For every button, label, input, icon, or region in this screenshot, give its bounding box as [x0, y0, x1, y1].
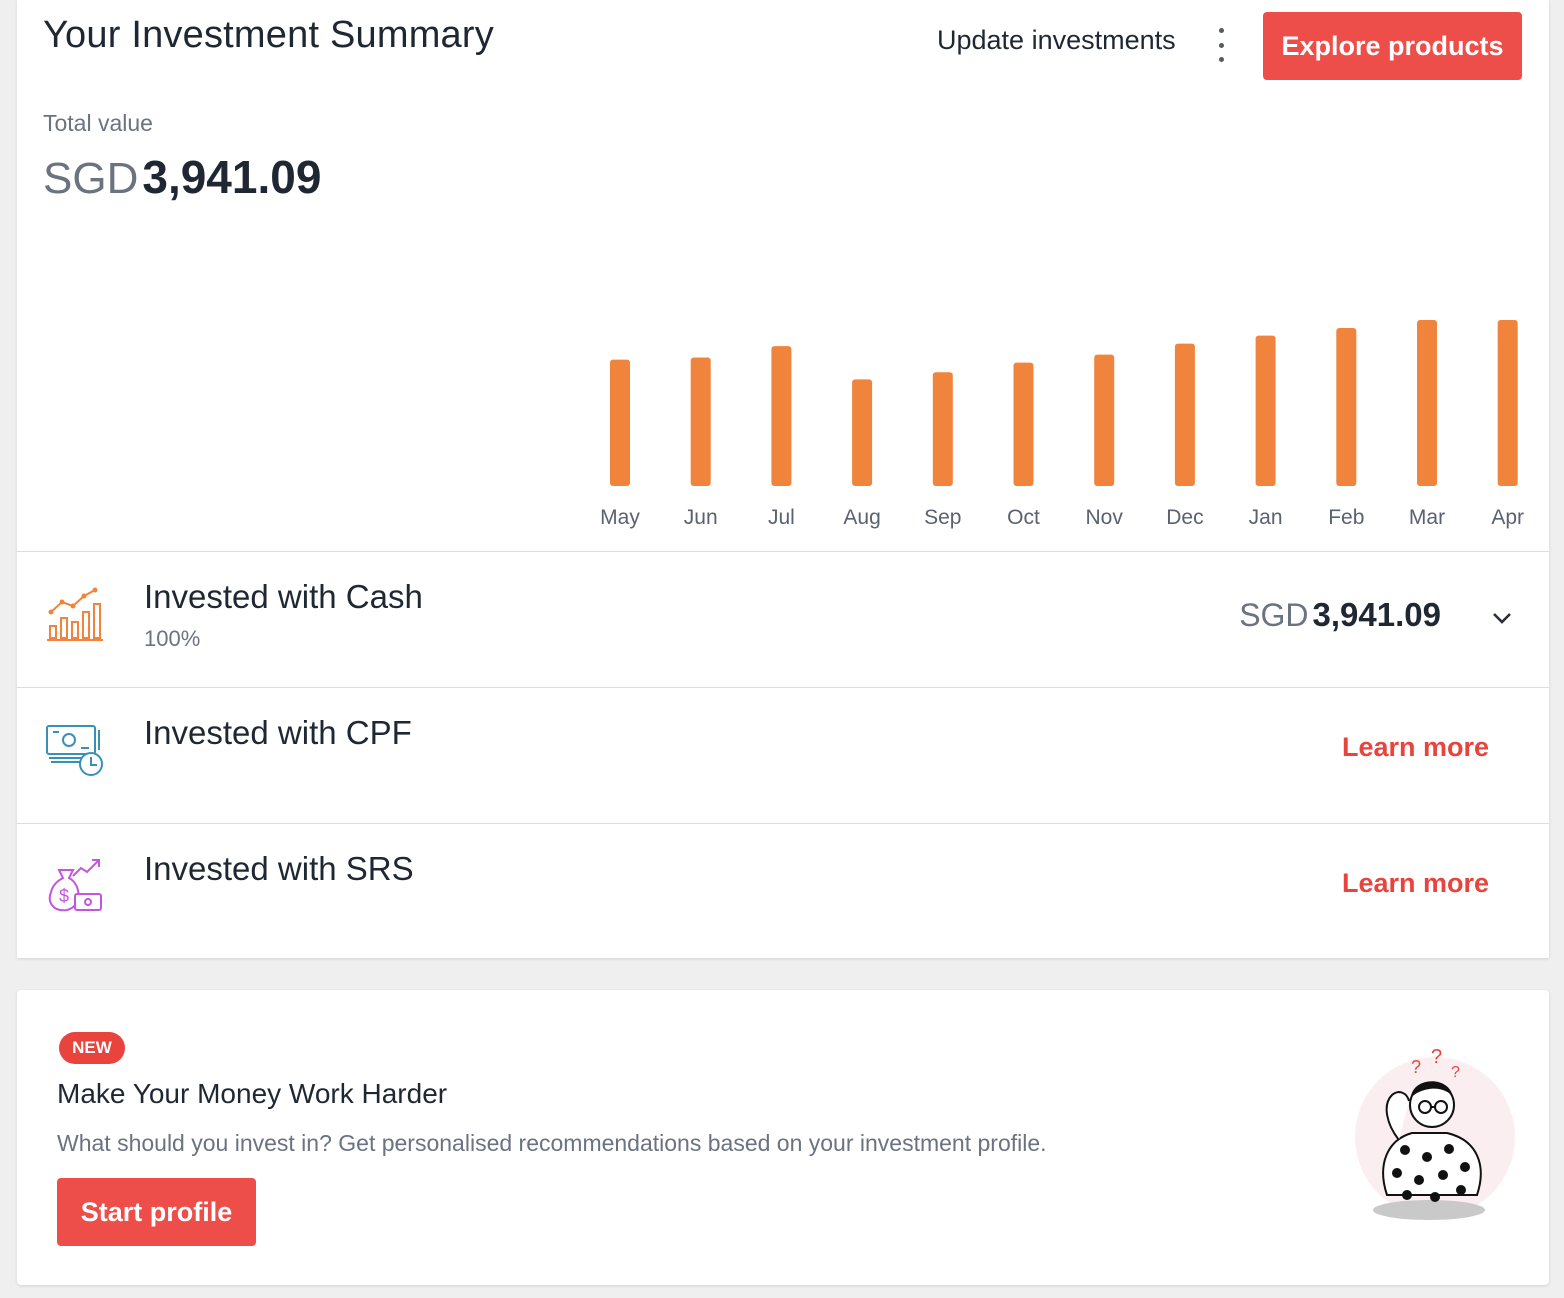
start-profile-button[interactable]: Start profile: [57, 1178, 256, 1246]
promo-card: NEW Make Your Money Work Harder What sho…: [17, 990, 1549, 1285]
page-title: Your Investment Summary: [43, 14, 494, 56]
chart-tick-label: May: [600, 506, 640, 529]
chart-tick-label: Jul: [768, 506, 795, 529]
chart-bar-dec: [1174, 343, 1195, 486]
chart-bar-oct: [1013, 362, 1034, 486]
cash-row-value: SGD 3,941.09: [1239, 596, 1441, 634]
chart-bar-aug: [852, 379, 873, 486]
chart-tick-label: Mar: [1409, 506, 1445, 529]
svg-text:?: ?: [1431, 1046, 1442, 1068]
chevron-down-icon[interactable]: [1491, 610, 1513, 626]
invested-with-cpf-row[interactable]: Invested with CPF Learn more: [17, 687, 1549, 823]
invested-with-cash-row[interactable]: Invested with Cash 100% SGD 3,941.09: [17, 551, 1549, 687]
srs-row-title: Invested with SRS: [144, 850, 414, 887]
cpf-learn-more-link[interactable]: Learn more: [1342, 732, 1490, 762]
investment-summary-card: Your Investment Summary Update investmen…: [17, 0, 1549, 958]
invested-with-srs-row[interactable]: $ Invested with SRS Learn more: [17, 823, 1549, 959]
cash-amount: 3,941.09: [1312, 596, 1441, 633]
chart-bar-jun: [690, 357, 711, 486]
svg-text:$: $: [59, 886, 69, 906]
total-amount: 3,941.09: [142, 151, 322, 203]
explore-products-button[interactable]: Explore products: [1263, 12, 1522, 80]
total-value-label: Total value: [43, 110, 153, 136]
money-bag-icon: $: [48, 859, 102, 912]
chart-tick-label: Aug: [843, 506, 880, 529]
chart-bar-feb: [1336, 328, 1357, 486]
update-investments-link[interactable]: Update investments: [937, 25, 1176, 55]
svg-text:?: ?: [1411, 1057, 1421, 1077]
chart-tick-label: Dec: [1166, 506, 1203, 529]
promo-description: What should you invest in? Get personali…: [57, 1130, 1047, 1156]
chart-tick-label: Sep: [924, 506, 961, 529]
promo-title: Make Your Money Work Harder: [57, 1078, 448, 1109]
cpf-row-title: Invested with CPF: [144, 714, 412, 751]
chart-tick-label: Oct: [1007, 506, 1040, 529]
growth-chart-icon: [47, 587, 103, 641]
chart-tick-label: Jan: [1249, 506, 1283, 529]
thinking-person-illustration: ? ? ?: [1355, 1046, 1515, 1220]
chart-bar-sep: [932, 372, 953, 486]
cash-row-title: Invested with Cash: [144, 578, 423, 615]
chart-bar-jul: [771, 346, 792, 486]
cash-clock-icon: [46, 725, 103, 776]
chart-bar-may: [610, 359, 630, 486]
chart-tick-label: Jun: [684, 506, 718, 529]
svg-text:?: ?: [1451, 1064, 1460, 1081]
chart-tick-label: Feb: [1328, 506, 1364, 529]
chart-tick-label: Nov: [1086, 506, 1124, 529]
chart-tick-label: Apr: [1491, 506, 1524, 529]
total-currency: SGD: [43, 154, 139, 203]
chart-bar-jan: [1255, 335, 1276, 486]
srs-learn-more-link[interactable]: Learn more: [1342, 868, 1490, 898]
cash-row-percent: 100%: [144, 626, 201, 651]
monthly-value-chart: May Jun Jul Aug Sep Oct Nov Dec Jan Feb Mar Apr: [600, 320, 1524, 529]
new-badge: NEW: [59, 1032, 125, 1064]
chart-bar-mar: [1417, 320, 1437, 486]
more-options-icon[interactable]: [1213, 28, 1229, 62]
chart-bar-nov: [1094, 354, 1115, 486]
total-value: SGD3,941.09: [43, 150, 321, 204]
chart-bar-apr: [1497, 320, 1518, 486]
cash-currency: SGD: [1239, 597, 1309, 633]
